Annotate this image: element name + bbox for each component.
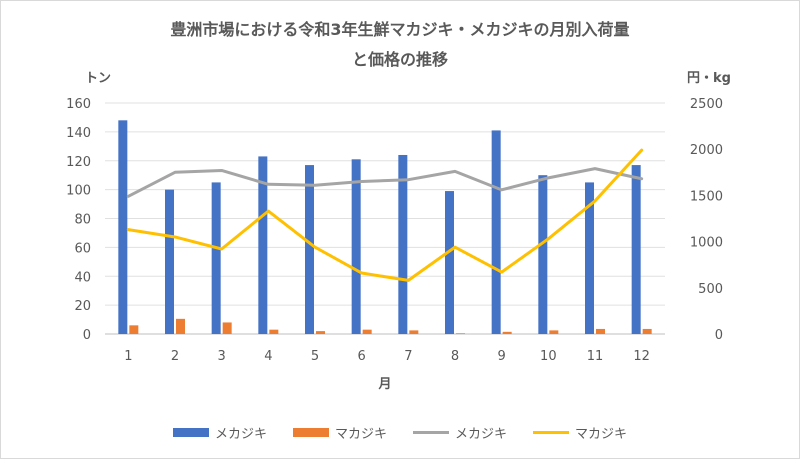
y-left-tick-label: 0: [83, 328, 91, 343]
x-tick-label: 10: [540, 349, 557, 364]
bar-makajiki-3: [222, 322, 232, 334]
legend-swatch-makajiki-line: [533, 431, 570, 434]
x-axis-title: 月: [377, 377, 391, 392]
y-left-tick-label: 60: [74, 241, 91, 256]
x-tick-label: 12: [633, 349, 650, 364]
bar-makajiki-9: [502, 331, 512, 334]
bar-makajiki-1: [129, 325, 139, 334]
legend-swatch-mekajiki-bar: [172, 428, 209, 437]
chart-title: 豊洲市場における令和3年生鮮マカジキ・メカジキの月別入荷量 と価格の推移: [1, 15, 799, 75]
bar-makajiki-12: [642, 328, 652, 334]
chart-legend: メカジキ マカジキ メカジキ マカジキ: [1, 423, 799, 442]
x-tick-label: 1: [124, 349, 132, 364]
x-tick-label: 9: [498, 349, 506, 364]
y-right-tick-label: 500: [698, 282, 723, 297]
y-right-tick-label: 2500: [690, 97, 723, 112]
x-tick-label: 2: [171, 349, 179, 364]
x-tick-label: 11: [587, 349, 604, 364]
legend-label-makajiki-bar: マカジキ: [334, 427, 387, 442]
bar-mekajiki-12: [631, 165, 641, 334]
bar-mekajiki-9: [491, 130, 501, 334]
bar-mekajiki-8: [445, 191, 454, 334]
bar-mekajiki-2: [165, 189, 174, 334]
bar-makajiki-10: [549, 330, 559, 334]
legend-item-mekajiki-bar: メカジキ: [172, 423, 267, 442]
chart-title-line1: 豊洲市場における令和3年生鮮マカジキ・メカジキの月別入荷量: [170, 20, 630, 39]
bar-mekajiki-7: [398, 154, 408, 334]
bar-mekajiki-6: [351, 159, 361, 334]
y-left-tick-label: 100: [66, 184, 91, 199]
right-axis-unit: 円・kg: [687, 71, 731, 86]
legend-item-mekajiki-line: メカジキ: [413, 423, 507, 442]
x-tick-label: 5: [311, 349, 319, 364]
legend-swatch-makajiki-bar: [292, 428, 329, 437]
y-left-tick-label: 160: [66, 97, 91, 112]
y-left-tick-label: 120: [66, 155, 91, 170]
y-right-tick-label: 1500: [690, 189, 723, 204]
y-left-tick-label: 80: [74, 213, 91, 228]
legend-item-makajiki-bar: マカジキ: [292, 423, 387, 442]
bar-mekajiki-10: [538, 175, 548, 334]
legend-label-makajiki-line: マカジキ: [575, 427, 628, 442]
y-right-tick-label: 0: [715, 328, 723, 343]
bar-makajiki-4: [269, 329, 279, 334]
bar-mekajiki-5: [305, 165, 314, 334]
bar-mekajiki-1: [118, 120, 128, 334]
x-tick-label: 4: [264, 349, 272, 364]
y-right-tick-label: 2000: [690, 143, 723, 158]
x-tick-label: 6: [358, 349, 366, 364]
line-makajiki-price: [126, 148, 644, 282]
line-mekajiki-price: [126, 167, 644, 198]
x-tick-label: 7: [404, 349, 412, 364]
bar-makajiki-2: [176, 318, 185, 334]
legend-label-mekajiki-line: メカジキ: [455, 427, 508, 442]
bar-makajiki-7: [409, 330, 419, 334]
legend-item-makajiki-line: マカジキ: [533, 423, 627, 442]
left-axis-unit: トン: [85, 71, 112, 86]
bar-mekajiki-4: [258, 156, 268, 334]
bar-mekajiki-11: [585, 182, 594, 334]
bar-makajiki-11: [596, 328, 605, 334]
x-tick-label: 8: [451, 349, 459, 364]
y-left-tick-label: 40: [74, 270, 91, 285]
x-tick-label: 3: [218, 349, 226, 364]
bar-mekajiki-3: [211, 182, 221, 334]
bar-makajiki-8: [456, 333, 465, 334]
legend-swatch-mekajiki-line: [413, 431, 449, 434]
y-left-tick-label: 140: [66, 126, 91, 141]
y-right-tick-label: 1000: [690, 236, 723, 251]
legend-label-mekajiki-bar: メカジキ: [214, 427, 267, 442]
bar-makajiki-6: [362, 329, 372, 334]
chart-title-line2: と価格の推移: [351, 50, 448, 69]
bar-makajiki-5: [316, 331, 325, 334]
y-left-tick-label: 20: [74, 299, 91, 314]
